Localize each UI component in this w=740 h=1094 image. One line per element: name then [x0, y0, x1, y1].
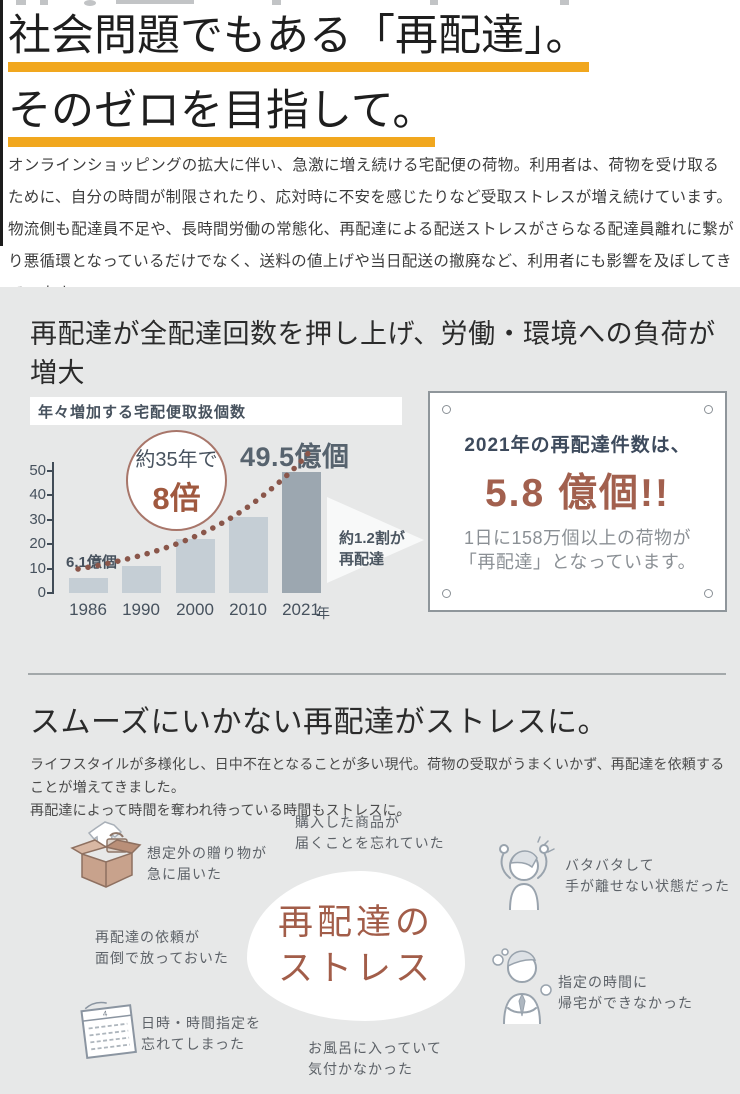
- clipped-text-fragment: [116, 0, 194, 4]
- stress-item-line2: 帰宅ができなかった: [558, 995, 693, 1011]
- stress-item-unexpected-gift: 想定外の贈り物が 急に届いた: [147, 843, 267, 885]
- y-axis-tick-label: 50: [29, 461, 46, 479]
- x-axis-label-2021: 2021: [282, 600, 320, 619]
- y-axis-tick-label: 30: [29, 510, 46, 528]
- page-title-line2: そのゼロを目指して。: [8, 85, 436, 147]
- y-axis-tick-label: 20: [29, 535, 46, 552]
- flustered-person-icon: [499, 836, 555, 910]
- growth-circle-annotation: 約35年で 8倍: [126, 430, 227, 531]
- stats-box-desc-line1: 1日に158万個以上の荷物が: [463, 527, 692, 548]
- redelivery-share-label: 約1.2割が 再配達: [339, 528, 405, 570]
- clipped-text-fragment: [84, 0, 96, 6]
- waiting-person-icon: [492, 948, 552, 1024]
- page-title-line1: 社会問題でもある「再配達」。: [8, 10, 589, 72]
- stress-item-forgot-purchase: 購入した商品が 届くことを忘れていた: [295, 812, 445, 854]
- stress-item-line2: 急に届いた: [147, 866, 222, 882]
- x-axis-label-2000: 2000: [176, 600, 214, 619]
- y-axis-tick-label: 40: [29, 486, 46, 503]
- left-edge-strip: [0, 0, 3, 246]
- first-bar-value-label: 6.1億個: [66, 554, 117, 571]
- section2-body: ライフスタイルが多様化し、日中不在となることが多い現代。荷物の受取がうまくいかず…: [30, 753, 730, 822]
- x-axis-unit-label: 年: [316, 605, 330, 621]
- stats-box-description: 1日に158万個以上の荷物が 「再配達」となっています。: [459, 526, 696, 574]
- y-axis-tick-mark: [47, 518, 54, 521]
- stats-box-desc-line2: 「再配達」となっています。: [458, 551, 697, 572]
- clipped-text-fragment: [16, 0, 26, 5]
- stress-bubble-line1: 再配達の: [277, 903, 434, 942]
- stress-item-line2: 届くことを忘れていた: [295, 835, 445, 851]
- stress-item-line2: 忘れてしまった: [141, 1036, 246, 1052]
- screw-icon: [704, 405, 713, 414]
- stress-item-line1: 再配達の依頼が: [95, 929, 200, 945]
- section2-body-line1: ライフスタイルが多様化し、日中不在となることが多い現代。荷物の受取がうまくいかず…: [30, 756, 725, 795]
- stress-item-line1: バタバタして: [565, 857, 655, 873]
- chart-y-axis: [52, 462, 54, 594]
- redelivery-stress-bubble: 再配達の ストレス: [247, 871, 465, 1021]
- chart-title: 年々増加する宅配便取扱個数: [30, 397, 402, 425]
- stress-item-late-home: 指定の時間に 帰宅ができなかった: [558, 972, 693, 1014]
- stress-item-left-request: 再配達の依頼が 面倒で放っておいた: [95, 927, 229, 969]
- screw-icon: [442, 405, 451, 414]
- bar-2021: [281, 471, 321, 593]
- screw-icon: [442, 589, 451, 598]
- growth-circle-line2: 8倍: [152, 481, 201, 516]
- stats-box-number: 5.8 億個!!: [484, 471, 671, 515]
- clipped-text-fragment: [40, 0, 48, 5]
- intro-paragraph: オンラインショッピングの拡大に伴い、急激に増え続ける宅配便の荷物。利用者は、荷物…: [8, 157, 734, 302]
- stats-box-title: 2021年の再配達件数は、: [464, 434, 691, 456]
- svg-text:4: 4: [102, 1009, 108, 1019]
- stress-bubble-line2: ストレス: [277, 949, 434, 988]
- y-axis-tick-mark: [47, 543, 54, 545]
- bar-1986: [68, 578, 108, 593]
- x-axis-label-2010: 2010: [229, 600, 267, 619]
- redelivery-share-line1: 約1.2割が: [339, 530, 405, 547]
- stress-item-line2: 手が離せない状態だった: [565, 878, 730, 894]
- screw-icon: [704, 589, 713, 598]
- redelivery-stats-box: 2021年の再配達件数は、 5.8 億個!! 1日に158万個以上の荷物が 「再…: [428, 391, 727, 612]
- growth-circle-line1: 約35年で: [135, 449, 218, 471]
- stress-item-line1: 購入した商品が: [295, 814, 400, 830]
- stress-item-line2: 気付かなかった: [308, 1061, 413, 1077]
- clipped-text-fragment: [430, 0, 438, 5]
- y-axis-tick-label: 10: [29, 559, 46, 577]
- gift-box-icon: [70, 821, 142, 888]
- last-bar-value-label: 49.5億個: [240, 442, 350, 472]
- x-axis-label-1990: 1990: [122, 600, 160, 619]
- stress-item-forgot-schedule: 日時・時間指定を 忘れてしまった: [141, 1013, 261, 1055]
- y-axis-tick-label: 0: [37, 584, 46, 601]
- stress-item-in-bath: お風呂に入っていて 気付かなかった: [308, 1038, 442, 1080]
- stress-item-line1: お風呂に入っていて: [308, 1040, 442, 1056]
- bar-2010: [228, 517, 268, 593]
- stress-item-line1: 想定外の贈り物が: [147, 845, 267, 861]
- page-title: 社会問題でもある「再配達」。 そのゼロを目指して。: [8, 10, 589, 147]
- bar-1990: [121, 566, 161, 593]
- clipped-text-fragment: [560, 0, 569, 5]
- stress-item-line1: 指定の時間に: [558, 974, 648, 990]
- section2-heading: スムーズにいかない再配達がストレスに。: [30, 706, 608, 739]
- y-axis-tick-mark: [47, 494, 54, 496]
- bar-2000: [175, 539, 215, 593]
- stress-item-busy-hands: バタバタして 手が離せない状態だった: [565, 855, 730, 897]
- section1-heading: 再配達が全配達回数を押し上げ、労働・環境への負荷が増大: [30, 319, 716, 388]
- clipped-text-fragment: [272, 0, 281, 5]
- x-axis-label-1986: 1986: [69, 600, 107, 619]
- stress-item-line1: 日時・時間指定を: [141, 1015, 261, 1031]
- redelivery-share-line2: 再配達: [339, 551, 385, 568]
- section2-body-line2: 再配達によって時間を奪われ待っている時間もストレスに。: [30, 802, 411, 818]
- y-axis-tick-mark: [47, 592, 54, 594]
- section-divider: [28, 673, 726, 675]
- stress-item-line2: 面倒で放っておいた: [95, 950, 229, 966]
- calendar-icon: 4: [80, 1001, 137, 1059]
- y-axis-tick-mark: [47, 567, 54, 570]
- y-axis-tick-mark: [47, 469, 54, 472]
